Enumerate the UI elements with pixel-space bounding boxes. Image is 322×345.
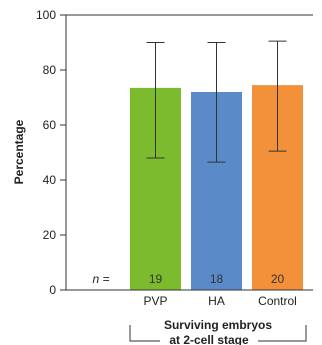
category-label-ha: HA — [208, 294, 225, 308]
n-value-pvp: 19 — [149, 272, 163, 286]
y-tick-label: 60 — [43, 118, 57, 132]
n-label: n = — [92, 272, 109, 286]
sample-size-labels: 19 18 20 — [149, 272, 285, 286]
y-tick-label: 100 — [36, 8, 56, 22]
y-tick-label: 20 — [43, 228, 57, 242]
y-tick-label: 0 — [49, 283, 56, 297]
y-axis-title: Percentage — [12, 119, 26, 184]
category-labels: PVP HA Control — [143, 294, 296, 308]
y-tick-label: 40 — [43, 173, 57, 187]
n-value-control: 20 — [271, 272, 285, 286]
category-label-control: Control — [258, 294, 297, 308]
x-axis-title-line-1: Surviving embryos — [164, 318, 272, 332]
x-axis-title-line-2-mask — [160, 333, 258, 345]
category-label-pvp: PVP — [143, 294, 167, 308]
n-value-ha: 18 — [210, 272, 224, 286]
y-tick-label: 80 — [43, 63, 57, 77]
x-axis-title-line-2: at 2-cell stage — [169, 333, 249, 345]
error-bars — [146, 40, 287, 163]
y-axis-ticks: 0 20 40 60 80 100 — [36, 8, 66, 297]
